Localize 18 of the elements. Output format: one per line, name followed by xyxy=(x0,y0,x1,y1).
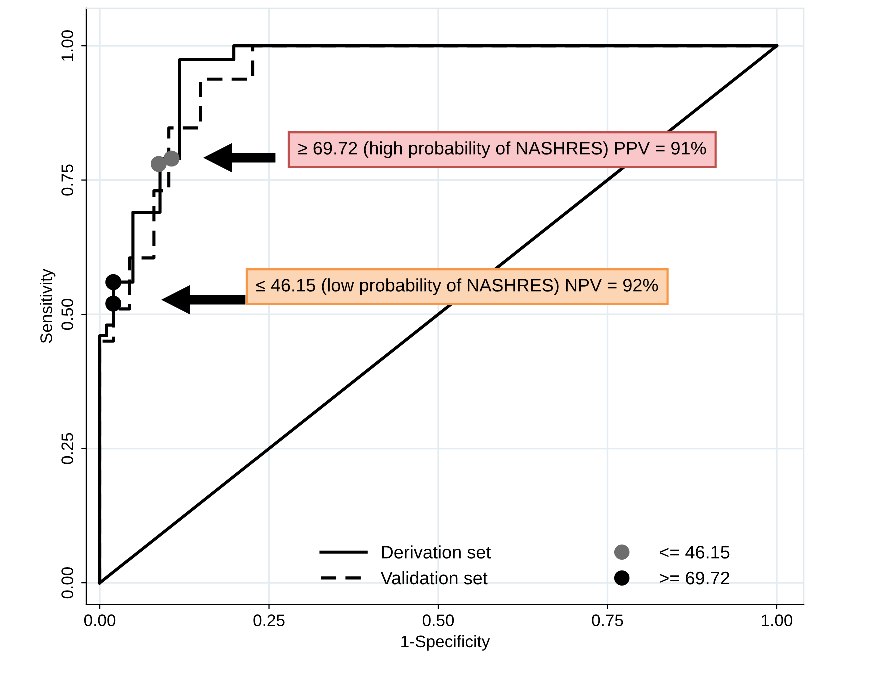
x-tick-label: 1.00 xyxy=(762,614,793,626)
legend-label: >= 69.72 xyxy=(660,572,730,585)
x-tick-label: 0.75 xyxy=(592,614,624,626)
y-tick-label: 1.00 xyxy=(62,30,74,61)
y-tick-label: 0.75 xyxy=(62,164,74,196)
x-tick-label: 0.00 xyxy=(84,614,116,626)
y-tick-label: 0.25 xyxy=(62,433,74,464)
legend-label: Validation set xyxy=(380,571,488,585)
x-tick-label: 0.25 xyxy=(254,614,285,626)
y-axis-title: Sensitivity xyxy=(40,269,56,344)
x-tick-label: 0.50 xyxy=(422,614,454,626)
x-axis-title: 1-Specificity xyxy=(402,635,490,651)
annotation: ≤ 46.15 (low probability of NASHRES) NPV = 92% xyxy=(256,278,658,296)
annotation: ≥ 69.72 (high probability of NASHRES) PPV = 91% xyxy=(298,142,706,158)
y-tick-label: 0.00 xyxy=(62,567,74,599)
legend-label: <= 46.15 xyxy=(660,546,730,559)
y-tick-label: 0.50 xyxy=(62,298,74,330)
legend-label: Derivation set xyxy=(382,546,492,559)
